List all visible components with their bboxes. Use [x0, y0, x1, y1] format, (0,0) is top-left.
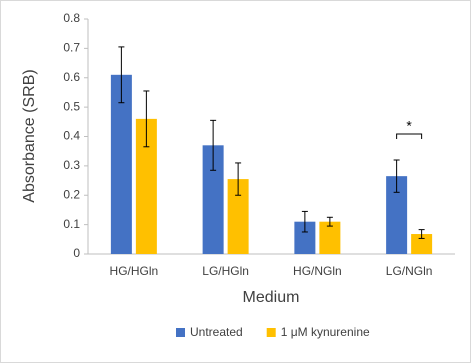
bar: [202, 145, 224, 254]
legend-swatch: [266, 328, 276, 337]
error-bar: [393, 159, 400, 193]
bar: [227, 179, 249, 254]
bar: [110, 74, 132, 254]
x-axis-label: Medium: [243, 289, 300, 306]
x-tick-label: HG/HGln: [110, 264, 159, 278]
error-bar: [418, 229, 425, 239]
x-tick-label: LG/HGln: [202, 264, 249, 278]
y-tick-label: 0.8: [63, 11, 80, 25]
y-axis-label: Absorbance (SRB): [21, 69, 38, 202]
error-bar: [210, 119, 217, 171]
y-tick-label: 0.2: [63, 187, 80, 201]
bar: [411, 234, 433, 254]
error-bar: [143, 90, 150, 148]
bar: [294, 221, 316, 254]
y-tick-label: 0.3: [63, 158, 80, 172]
y-tick-label: 0.5: [63, 99, 80, 113]
y-tick-label: 0.6: [63, 70, 80, 84]
legend-swatch: [176, 328, 185, 337]
y-tick-label: 0.1: [63, 217, 80, 231]
significance-bracket: [396, 133, 423, 139]
x-tick-label: LG/NGln: [386, 264, 433, 278]
legend-label: Untreated: [190, 325, 243, 339]
y-tick-label: 0.4: [63, 129, 80, 143]
annotation: *: [406, 118, 412, 134]
y-tick-label: 0: [73, 246, 80, 260]
error-bar: [301, 210, 308, 233]
x-tick-label: HG/NGln: [293, 264, 342, 278]
bar: [386, 176, 408, 254]
legend-label: 1 μM kynurenine: [281, 325, 370, 339]
error-bar: [326, 216, 333, 227]
error-bar: [235, 162, 242, 196]
bar: [319, 221, 341, 254]
bar: [135, 118, 157, 254]
y-tick-label: 0.7: [63, 41, 80, 55]
error-bar: [118, 46, 125, 104]
